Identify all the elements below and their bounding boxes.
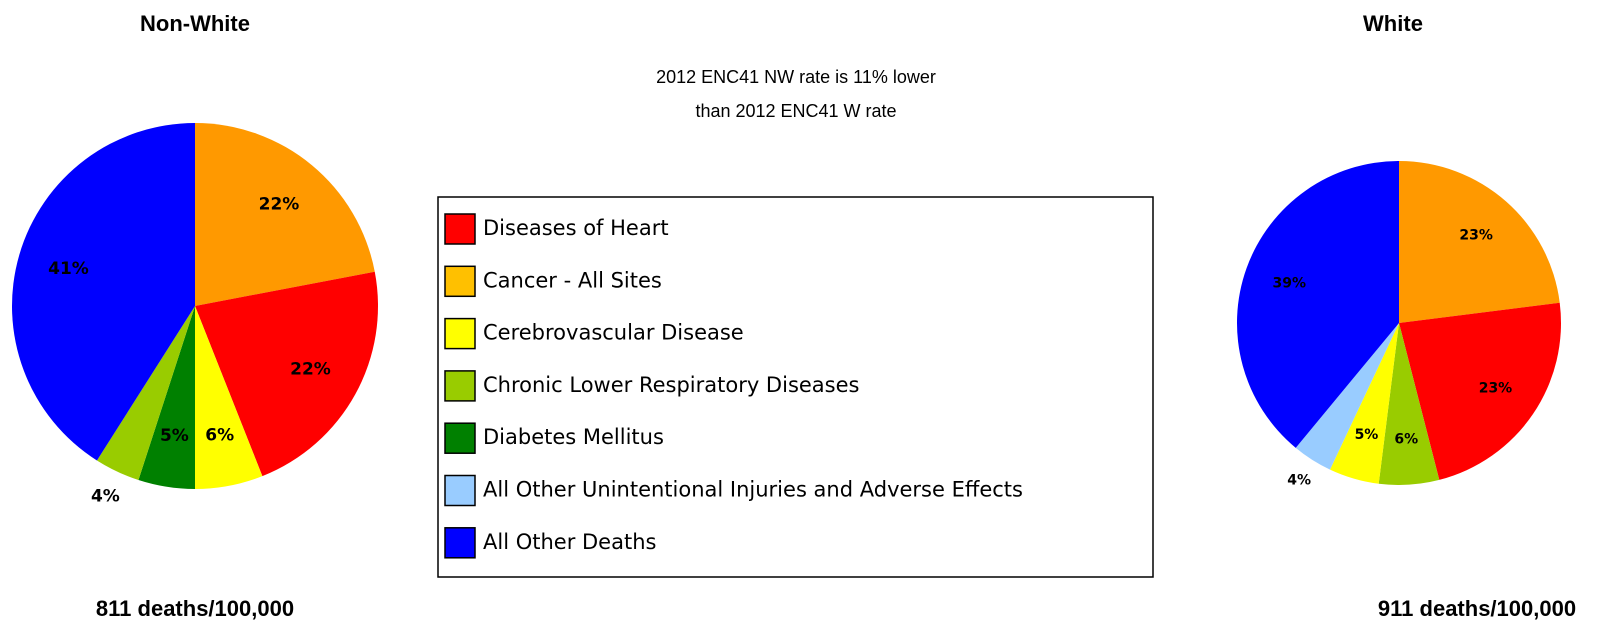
legend-swatch [444,474,476,507]
pie-slice [1399,302,1561,480]
annotation: 2012 ENC41 NW rate is 11% lower [656,67,936,87]
legend-label: Diseases of Heart [483,216,669,240]
pie-slice [1237,161,1399,448]
data-label: 23% [1459,228,1493,244]
legend-swatch [444,213,476,245]
pie-slice [1330,323,1399,484]
annotation: than 2012 ENC41 W rate [695,101,896,121]
pie-slice [1295,323,1399,470]
legend-swatch [444,317,476,350]
data-label: 4% [91,486,120,506]
pie-slice [96,306,195,481]
data-label: 23% [1479,381,1513,397]
data-label: 6% [205,425,234,445]
data-label: 39% [1272,275,1306,291]
chart-title: Non-White [140,11,250,36]
legend-label: All Other Deaths [483,530,656,554]
legend-swatch [444,422,476,454]
legend-label: Chronic Lower Respiratory Diseases [483,373,859,397]
data-label: 6% [1394,431,1418,447]
pie-slice [195,123,375,306]
data-label: 22% [290,359,331,379]
legend-label: Cerebrovascular Disease [483,321,744,345]
legend-box [437,196,1154,578]
legend-swatch [444,370,476,402]
pie-slice [195,306,263,489]
pie-slice [138,306,195,489]
legend-swatch [444,527,476,559]
data-label: 4% [1287,472,1311,488]
caption: 811 deaths/100,000 [96,596,294,621]
data-label: 41% [48,259,89,279]
legend-swatch [444,265,476,298]
caption: 911 deaths/100,000 [1378,596,1576,621]
pie-slice [195,271,378,477]
data-label: 5% [160,426,189,446]
chart-title: White [1363,11,1423,36]
data-label: 5% [1355,427,1379,443]
legend-label: All Other Unintentional Injuries and Adv… [483,478,1023,502]
legend-label: Cancer - All Sites [483,268,662,292]
data-label: 22% [259,194,300,214]
pie-slice [12,123,195,461]
pie-slice [1378,323,1440,485]
pie-slice [1399,161,1560,323]
legend-label: Diabetes Mellitus [483,425,664,449]
